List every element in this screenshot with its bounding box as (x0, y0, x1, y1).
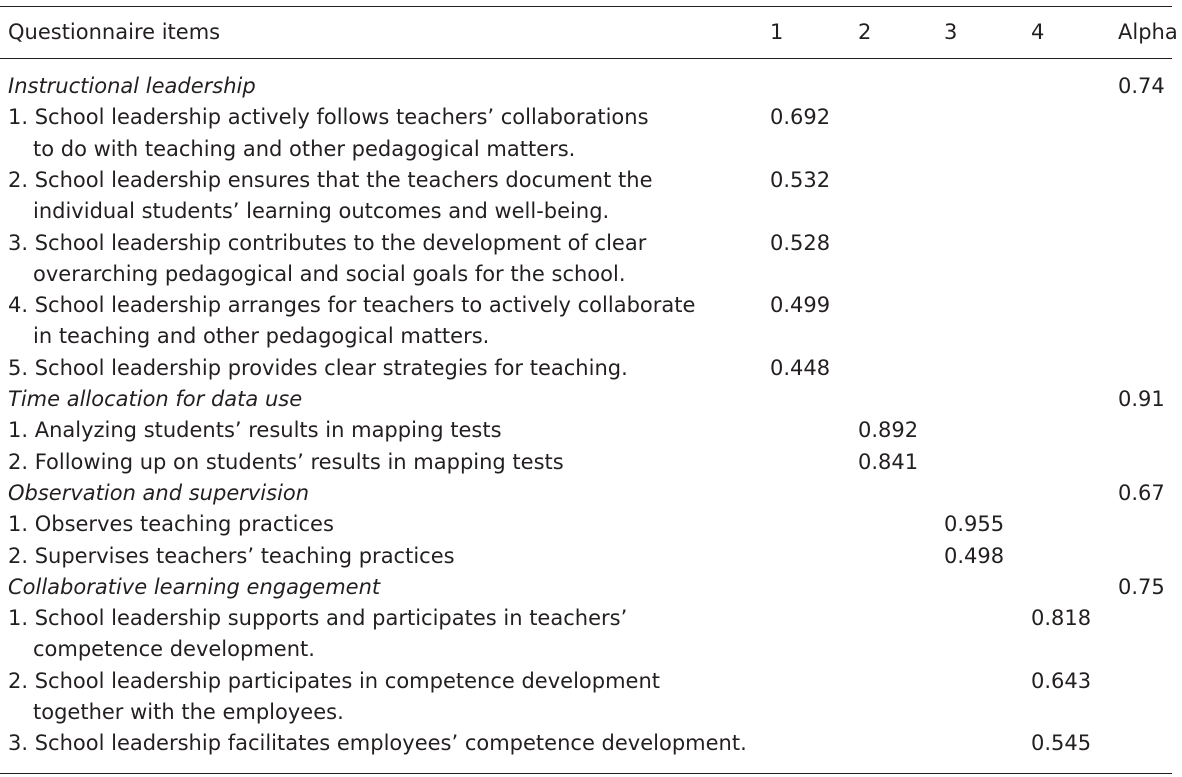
alpha-value: 0.67 (1118, 480, 1165, 505)
factor-loading-value: 0.545 (1031, 731, 1092, 756)
item-text: 1. Analyzing students’ results in mappin… (8, 418, 502, 443)
header-factor-2: 2 (858, 20, 872, 44)
alpha-value: 0.91 (1118, 387, 1165, 411)
item-text-continuation: individual students’ learning outcomes a… (33, 199, 610, 224)
factor-loading-value: 0.818 (1031, 606, 1092, 631)
header-factor-3: 3 (944, 20, 958, 44)
alpha-value: 0.75 (1118, 574, 1165, 599)
item-text: 2. Following up on students’ results in … (8, 449, 564, 474)
table-bottom-rule (0, 773, 1172, 774)
factor-loading-value: 0.643 (1031, 668, 1092, 693)
item-text-continuation: to do with teaching and other pedagogica… (33, 136, 576, 161)
factor-loading-value: 0.532 (770, 167, 831, 192)
header-alpha: Alpha (1118, 20, 1178, 44)
section-label: Observation and supervision (8, 480, 310, 505)
item-text: 2. Supervises teachers’ teaching practic… (8, 543, 455, 568)
factor-loading-value: 0.499 (770, 293, 831, 318)
factor-loading-value: 0.892 (858, 418, 919, 443)
item-text: 3. School leadership contributes to the … (8, 230, 647, 255)
factor-loading-value: 0.498 (944, 543, 1005, 568)
section-label: Time allocation for data use (8, 387, 303, 411)
header-questionnaire-items: Questionnaire items (8, 20, 221, 44)
item-text-continuation: competence development. (33, 637, 315, 662)
item-text: 1. Observes teaching practices (8, 512, 334, 537)
factor-loading-value: 0.955 (944, 512, 1005, 537)
item-text: 4. School leadership arranges for teache… (8, 293, 696, 318)
item-text: 1. School leadership supports and partic… (8, 606, 628, 631)
item-text: 5. School leadership provides clear stra… (8, 355, 628, 380)
item-text: 2. School leadership participates in com… (8, 668, 661, 693)
factor-loading-value: 0.841 (858, 449, 919, 474)
item-text-continuation: together with the employees. (33, 700, 344, 724)
item-text: 2. School leadership ensures that the te… (8, 167, 653, 192)
factor-loading-value: 0.448 (770, 355, 831, 380)
item-text: 1. School leadership actively follows te… (8, 105, 649, 130)
alpha-value: 0.74 (1118, 74, 1165, 98)
section-label: Instructional leadership (8, 74, 256, 98)
item-text: 3. School leadership facilitates employe… (8, 731, 747, 756)
section-label: Collaborative learning engagement (8, 574, 381, 599)
header-factor-4: 4 (1031, 20, 1045, 44)
factor-loading-value: 0.692 (770, 105, 831, 130)
header-factor-1: 1 (770, 20, 784, 44)
item-text-continuation: overarching pedagogical and social goals… (33, 261, 626, 286)
table-header-rule (0, 58, 1172, 59)
factor-loading-value: 0.528 (770, 230, 831, 255)
item-text-continuation: in teaching and other pedagogical matter… (33, 324, 490, 349)
table-top-rule (0, 6, 1172, 7)
